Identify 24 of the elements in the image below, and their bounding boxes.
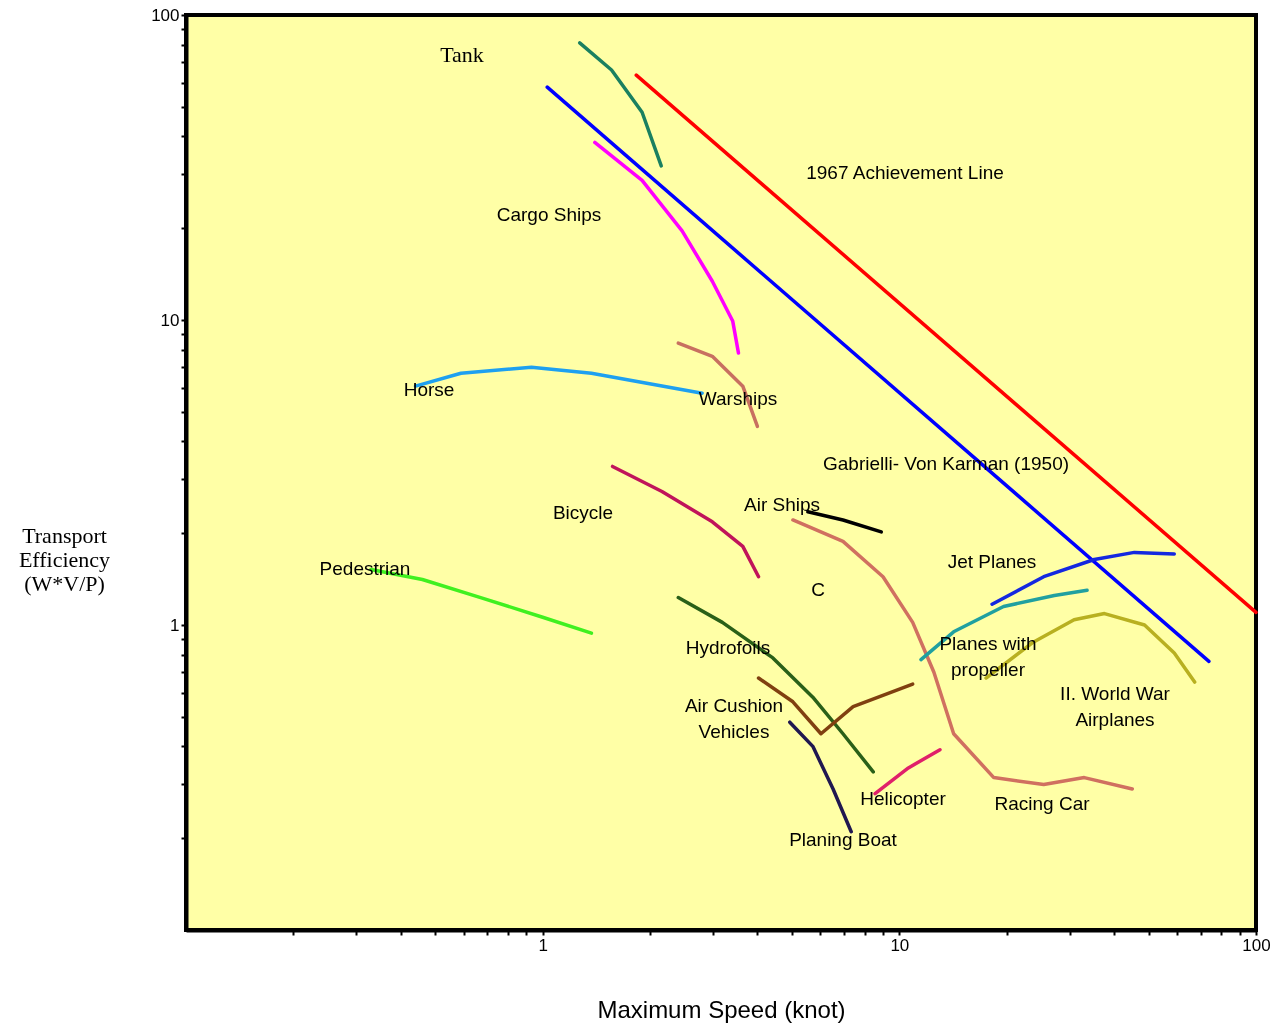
annotation: Jet Planes bbox=[947, 551, 1037, 572]
annotation: Air Cushion Vehicles bbox=[684, 695, 784, 742]
annotation: Bicycle bbox=[552, 502, 614, 523]
annotation: Helicopter bbox=[860, 788, 947, 809]
x-axis-title: Maximum Speed (knot) bbox=[597, 995, 846, 1023]
x-tick-label: 1 bbox=[538, 935, 548, 955]
annotation: Racing Car bbox=[994, 793, 1091, 814]
line-series bbox=[788, 720, 853, 834]
annotation: Tank bbox=[440, 42, 484, 67]
annotation: Planing Boat bbox=[789, 829, 898, 850]
y-tick-label: 10 bbox=[160, 310, 180, 330]
y-tick-label: 1 bbox=[170, 615, 180, 635]
annotation: Pedestrian bbox=[319, 558, 411, 579]
annotation: II. World War Airplanes bbox=[1060, 683, 1171, 730]
x-tick-label: 10 bbox=[890, 935, 910, 955]
annotation: Horse bbox=[403, 379, 455, 400]
y-tick-label: 100 bbox=[151, 5, 180, 25]
annotation: C bbox=[811, 579, 825, 600]
annotation: Planes with propeller bbox=[939, 633, 1037, 680]
y-axis-title: Transport Efficiency (W*V/P) bbox=[18, 522, 111, 596]
x-tick-label: 100 bbox=[1242, 935, 1271, 955]
annotation: 1967 Achievement Line bbox=[806, 162, 1004, 183]
annotation: Cargo Ships bbox=[496, 204, 602, 225]
annotation: Air Ships bbox=[743, 494, 821, 515]
